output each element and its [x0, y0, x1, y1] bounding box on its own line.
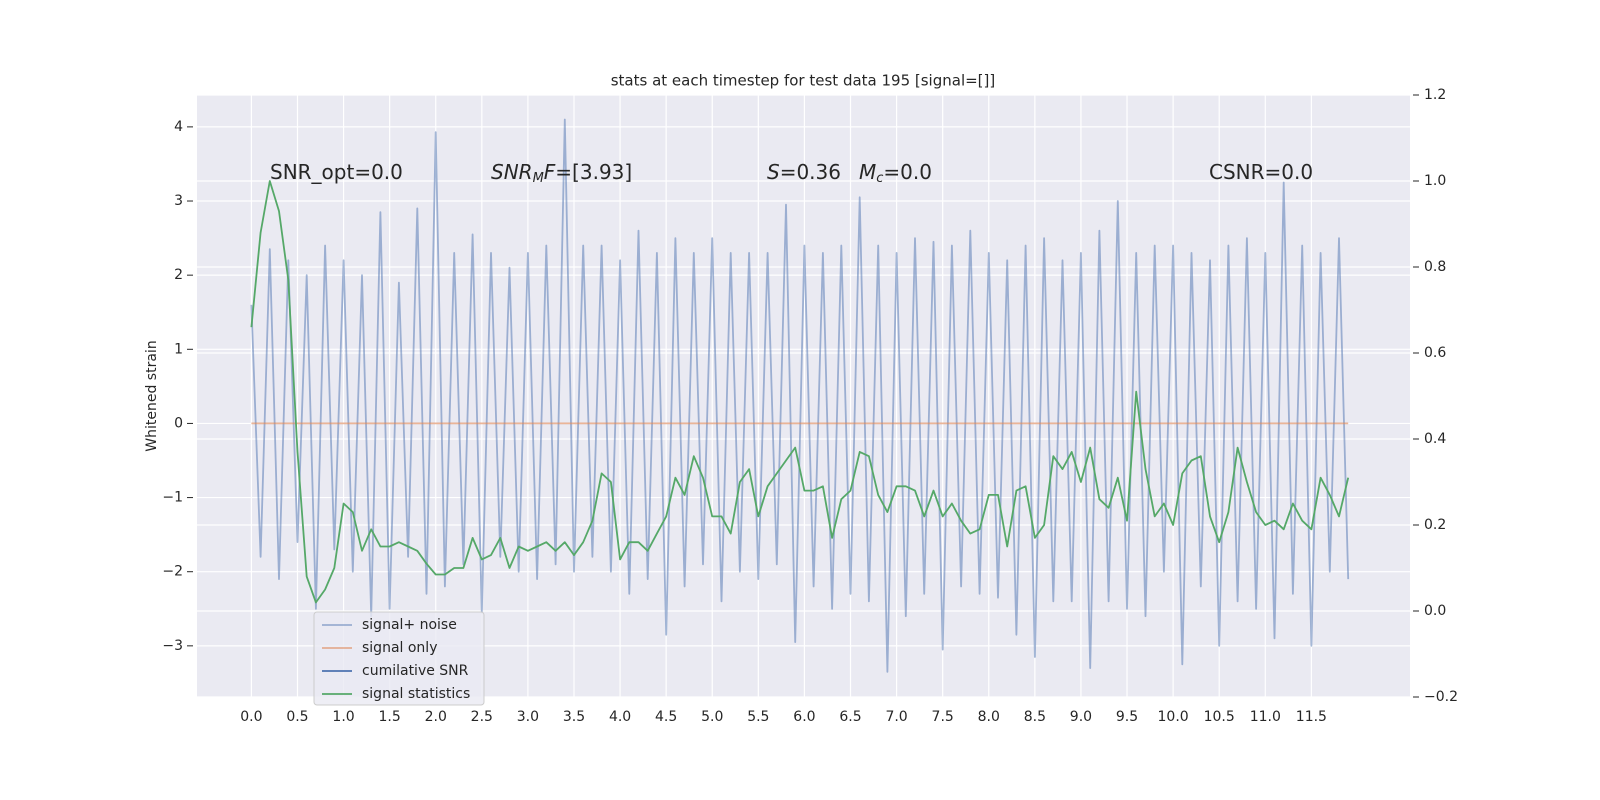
series-line — [250, 118, 1350, 673]
annotation: S=0.36 — [767, 160, 841, 184]
x-tick-label: 1.0 — [332, 709, 354, 725]
x-tick-label: 5.0 — [701, 709, 723, 725]
grid: 0.0 0.5 1.0 1.5 2.0 2.5 3.0 3.5 4.0 4.5 5.0 5.5 6.0 6… — [162, 87, 1458, 725]
annotation-part: =[3.93] — [555, 160, 632, 184]
legend-label: signal+ noise — [362, 617, 457, 633]
x-tick-label: 5.5 — [747, 709, 769, 725]
x-tick-label: 10.5 — [1204, 709, 1235, 725]
y-tick-label: 3 — [174, 193, 183, 209]
x-tick-label: 11.5 — [1296, 709, 1327, 725]
annotation-part: c — [876, 171, 883, 186]
x-tick-label: 10.0 — [1158, 709, 1189, 725]
annotation-part: SNR — [491, 160, 533, 184]
y2-tick-label: 1.2 — [1424, 87, 1446, 103]
y-tick-label: 0 — [174, 415, 183, 431]
x-tick-label: 3.0 — [517, 709, 539, 725]
annotation-part: F — [544, 160, 556, 184]
legend-label: signal statistics — [362, 686, 470, 702]
y2-tick-label: 0.2 — [1424, 517, 1446, 533]
x-tick-label: 8.5 — [1024, 709, 1046, 725]
x-tick-label: 4.0 — [609, 709, 631, 725]
x-tick-label: 6.5 — [839, 709, 861, 725]
legend-label: signal only — [362, 640, 437, 656]
annotation-part: =0.0 — [883, 160, 932, 184]
x-tick-label: 7.5 — [932, 709, 954, 725]
y-tick-label: 4 — [174, 119, 183, 135]
x-tick-label: 9.5 — [1116, 709, 1138, 725]
chart-title: stats at each timestep for test data 195… — [611, 72, 996, 90]
annotation-part: CSNR=0.0 — [1209, 160, 1313, 184]
y-tick-label: −2 — [162, 564, 183, 580]
y-tick-label: −3 — [162, 638, 183, 654]
y2-tick-label: 0.8 — [1424, 259, 1446, 275]
x-tick-label: 2.5 — [471, 709, 493, 725]
y2-tick-label: 0.4 — [1424, 431, 1446, 447]
annotation-part: =0.36 — [780, 160, 841, 184]
x-tick-label: 8.0 — [978, 709, 1000, 725]
annotation: SNR_opt=0.0 — [270, 160, 403, 184]
y2-tick-label: 0.0 — [1424, 603, 1446, 619]
x-tick-label: 0.0 — [240, 709, 262, 725]
annotation-part: M — [859, 160, 876, 184]
annotation: SNRMF=[3.93] — [491, 160, 632, 186]
x-tick-label: 9.0 — [1070, 709, 1092, 725]
x-tick-label: 6.0 — [793, 709, 815, 725]
x-tick-label: 4.5 — [655, 709, 677, 725]
annotation: Mc=0.0 — [859, 160, 932, 186]
y2-tick-label: −0.2 — [1424, 689, 1458, 705]
annotation-part: M — [533, 171, 544, 186]
legend: signal+ noise signal only cumilative SNR si… — [313, 611, 485, 706]
x-tick-label: 0.5 — [286, 709, 308, 725]
y-tick-label: 2 — [174, 267, 183, 283]
x-tick-label: 2.0 — [425, 709, 447, 725]
annotation-part: S — [767, 160, 780, 184]
x-tick-label: 1.5 — [379, 709, 401, 725]
y-axis-label: Whitened strain — [144, 340, 160, 451]
x-tick-label: 11.0 — [1250, 709, 1281, 725]
y2-tick-label: 0.6 — [1424, 345, 1446, 361]
x-tick-label: 7.0 — [885, 709, 907, 725]
annotations: SNR_opt=0.0 SNRMF=[3.93] S=0.36 Mc=0.0 CSNR=… — [270, 160, 1313, 186]
y-tick-label: −1 — [162, 490, 183, 506]
series-line — [250, 180, 1350, 604]
y-tick-label: 1 — [174, 341, 183, 357]
legend-label: cumilative SNR — [362, 663, 469, 679]
plot-area — [197, 95, 1410, 697]
legend-box — [313, 611, 485, 706]
annotation: CSNR=0.0 — [1209, 160, 1313, 184]
x-tick-label: 3.5 — [563, 709, 585, 725]
annotation-part: SNR_opt=0.0 — [270, 160, 403, 184]
y2-tick-label: 1.0 — [1424, 173, 1446, 189]
plot — [250, 118, 1350, 673]
